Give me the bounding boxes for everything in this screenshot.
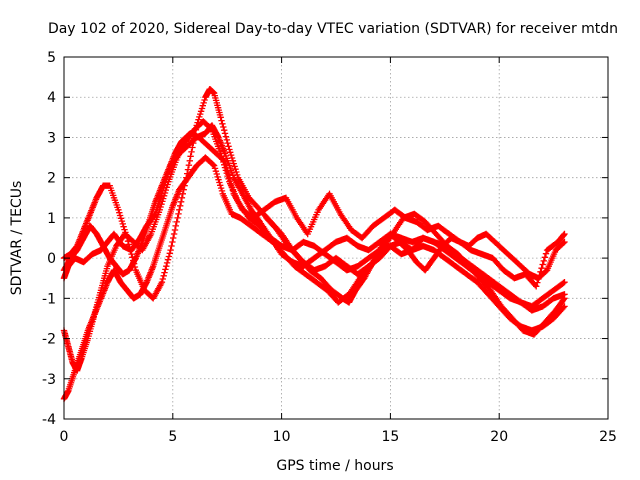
x-axis-label: GPS time / hours bbox=[276, 458, 393, 474]
y-tick-label: 1 bbox=[47, 211, 56, 227]
data-point-markers bbox=[263, 214, 568, 306]
y-tick-label: 2 bbox=[47, 171, 56, 187]
data-point-markers bbox=[60, 118, 568, 374]
y-tick-label: 0 bbox=[47, 251, 56, 267]
data-point-markers bbox=[60, 130, 568, 290]
y-tick-label: -1 bbox=[42, 291, 56, 307]
axis-ticks: 0 5 10 15 20 25 -4 -3 -2 -1 0 1 2 3 4 5 bbox=[42, 50, 617, 445]
y-tick-label: -2 bbox=[42, 332, 56, 348]
y-tick-label: 3 bbox=[47, 130, 56, 146]
data-markers bbox=[60, 86, 568, 403]
series-trace-2 bbox=[60, 118, 568, 374]
x-tick-label: 10 bbox=[273, 429, 291, 445]
y-tick-label: 5 bbox=[47, 50, 56, 66]
plot-frame bbox=[63, 56, 609, 420]
x-tick-label: 0 bbox=[60, 429, 69, 445]
x-tick-label: 15 bbox=[381, 429, 399, 445]
y-tick-label: -3 bbox=[42, 372, 56, 388]
x-tick-label: 5 bbox=[168, 429, 177, 445]
series-trace-5 bbox=[60, 130, 568, 290]
y-tick-label: 4 bbox=[47, 90, 56, 106]
y-axis-label: SDTVAR / TECUs bbox=[9, 181, 25, 296]
x-tick-label: 25 bbox=[599, 429, 617, 445]
x-tick-label: 20 bbox=[490, 429, 508, 445]
y-tick-label: -4 bbox=[42, 412, 56, 428]
series-trace-6 bbox=[263, 214, 568, 306]
chart-title: Day 102 of 2020, Sidereal Day-to-day VTE… bbox=[48, 21, 618, 37]
